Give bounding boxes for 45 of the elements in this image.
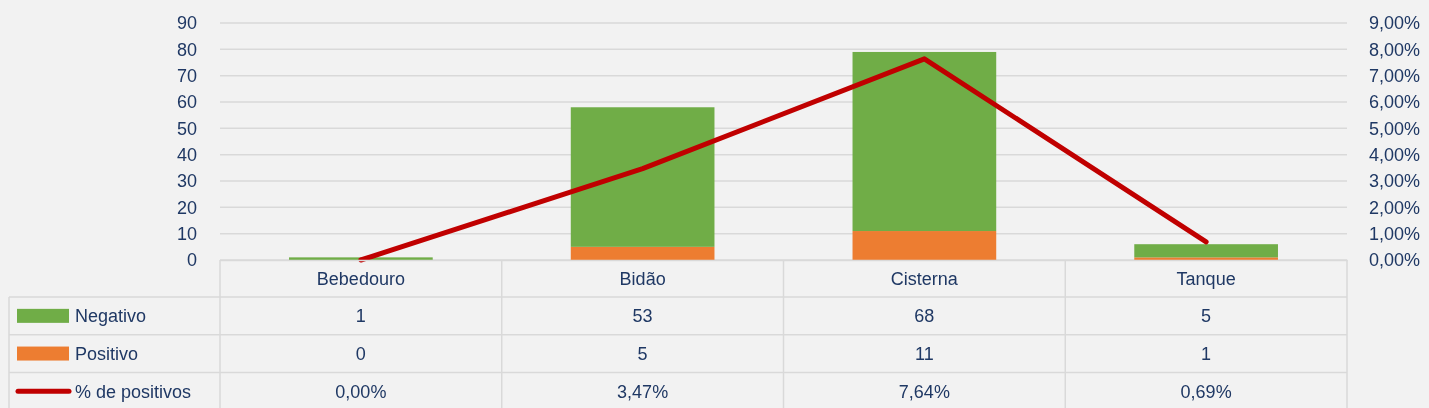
y-tick-label: 10: [176, 223, 197, 244]
y2-tick-label: 9,00%: [1369, 13, 1421, 34]
data-label: 5: [637, 343, 648, 364]
bar: [852, 51, 997, 232]
y-tick-label: 50: [176, 118, 197, 139]
y-tick-label: 70: [176, 65, 197, 86]
data-label: 5: [1201, 306, 1212, 327]
bar: [570, 107, 715, 247]
bar: [1134, 257, 1278, 260]
x-tick-label: Bebedouro: [316, 268, 405, 289]
y2-tick-label: 0,00%: [1369, 250, 1421, 271]
y-tick-label: 90: [176, 13, 197, 34]
y2-tick-label: 8,00%: [1369, 39, 1421, 60]
y2-tick-label: 2,00%: [1369, 197, 1421, 218]
y-tick-label: 0: [186, 250, 197, 271]
y2-tick-label: 7,00%: [1369, 65, 1421, 86]
data-label: 11: [915, 343, 934, 364]
data-label: 0,69%: [1180, 381, 1232, 402]
y-tick-label: 60: [176, 92, 197, 113]
y2-tick-label: 3,00%: [1369, 171, 1421, 192]
legend-label: Negativo: [75, 306, 147, 327]
data-label: 0,00%: [335, 381, 387, 402]
x-tick-label: Cisterna: [890, 268, 959, 289]
data-label: 1: [355, 306, 366, 327]
data-label: 3,47%: [617, 381, 669, 402]
bar: [570, 246, 715, 260]
bar: [1134, 244, 1278, 258]
y-tick-label: 30: [176, 171, 197, 192]
y-tick-label: 40: [176, 144, 197, 165]
y2-tick-label: 4,00%: [1369, 144, 1421, 165]
x-tick-label: Bidão: [619, 268, 666, 289]
legend-label: Positivo: [75, 343, 139, 364]
data-label: 68: [914, 306, 935, 327]
data-label: 53: [632, 306, 653, 327]
data-label: 0: [355, 343, 366, 364]
data-label: 7,64%: [898, 381, 950, 402]
y2-tick-label: 6,00%: [1369, 92, 1421, 113]
data-label: 1: [1201, 343, 1212, 364]
bar: [852, 231, 997, 260]
legend-label: % de positivos: [75, 381, 192, 402]
x-tick-label: Tanque: [1176, 268, 1236, 289]
y2-tick-label: 5,00%: [1369, 118, 1421, 139]
y-tick-label: 80: [176, 39, 197, 60]
y-tick-label: 20: [176, 197, 197, 218]
y2-tick-label: 1,00%: [1369, 223, 1421, 244]
